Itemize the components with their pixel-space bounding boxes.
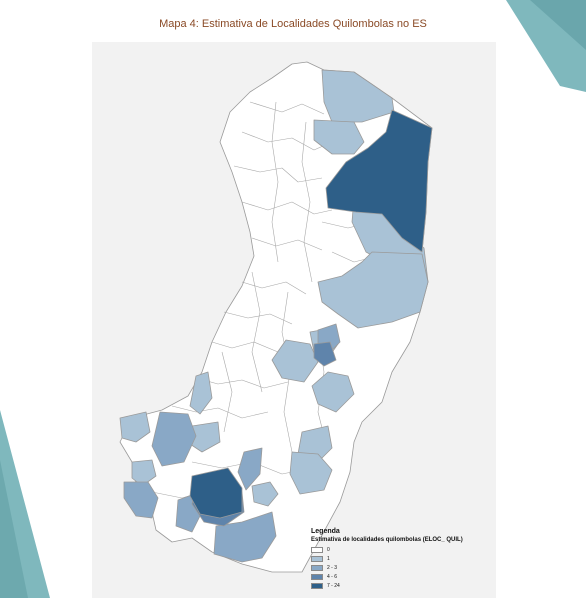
legend-swatch bbox=[311, 583, 323, 589]
legend-row: 0 bbox=[311, 546, 491, 554]
legend-swatch bbox=[311, 547, 323, 553]
region-west-2 bbox=[119, 411, 151, 443]
legend-row: 7 - 24 bbox=[311, 582, 491, 590]
legend-title: Legenda bbox=[311, 528, 340, 535]
region-south-west-1 bbox=[123, 481, 159, 519]
region-center-dark bbox=[313, 341, 337, 367]
legend-label: 4 - 6 bbox=[327, 574, 338, 580]
legend-subtitle: Estimativa de localidades quilombolas (E… bbox=[311, 537, 463, 543]
region-north-coast-dark bbox=[325, 109, 433, 253]
region-south-coast bbox=[289, 451, 333, 495]
legend-label: 1 bbox=[327, 556, 330, 562]
legend-row: 2 - 3 bbox=[311, 564, 491, 572]
region-south-small bbox=[251, 481, 279, 507]
region-west-4 bbox=[151, 411, 197, 467]
region-south-3 bbox=[213, 511, 277, 563]
map-panel[interactable]: Legenda Estimativa de localidades quilom… bbox=[92, 42, 496, 598]
region-south-west-small bbox=[131, 459, 157, 487]
map-title: Mapa 4: Estimativa de Localidades Quilom… bbox=[159, 18, 427, 30]
map-legend: Legenda Estimativa de localidades quilom… bbox=[311, 528, 491, 591]
legend-label: 7 - 24 bbox=[327, 583, 340, 589]
espirito-santo-map[interactable] bbox=[92, 42, 496, 598]
legend-row: 4 - 6 bbox=[311, 573, 491, 581]
legend-swatch bbox=[311, 574, 323, 580]
legend-row: 1 bbox=[311, 555, 491, 563]
legend-swatch bbox=[311, 565, 323, 571]
region-north-east bbox=[321, 69, 395, 123]
legend-label: 2 - 3 bbox=[327, 565, 338, 571]
region-north-mid bbox=[313, 119, 365, 155]
region-south-2 bbox=[237, 447, 263, 491]
region-central-3 bbox=[311, 371, 355, 413]
legend-label: 0 bbox=[327, 547, 330, 553]
legend-swatch bbox=[311, 556, 323, 562]
region-south-darkest bbox=[189, 467, 243, 519]
region-central-1 bbox=[271, 339, 319, 383]
region-coast-mid bbox=[317, 251, 429, 329]
region-west-1 bbox=[189, 371, 213, 415]
